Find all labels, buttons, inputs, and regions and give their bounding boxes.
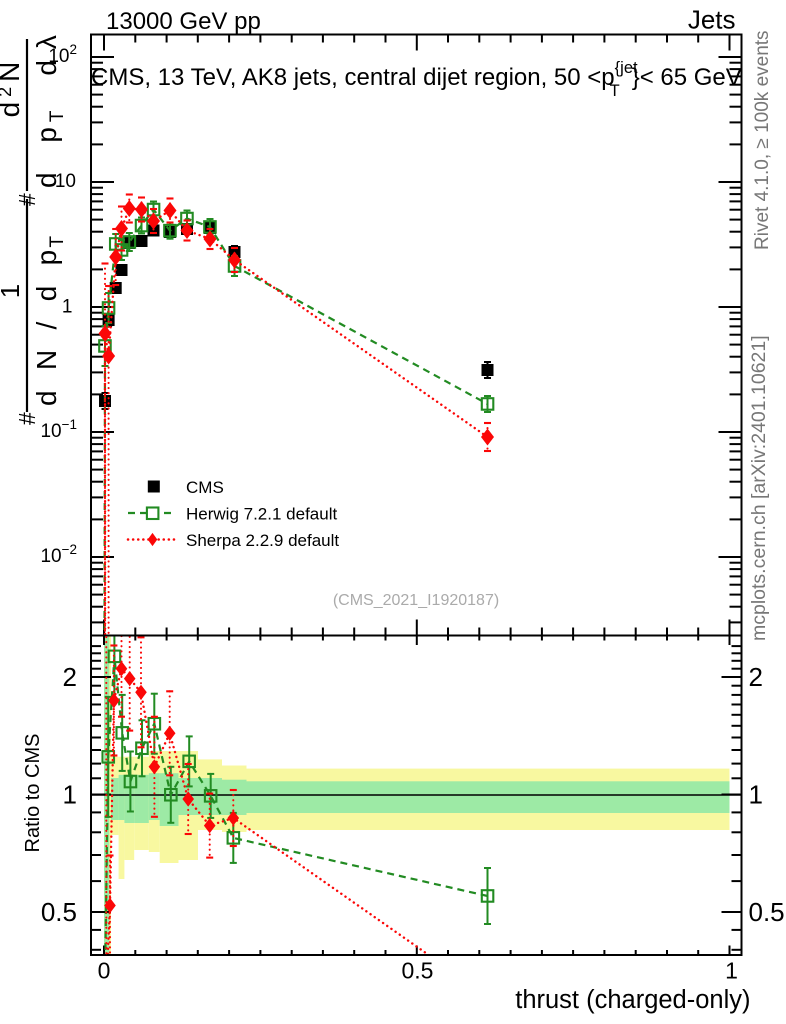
svg-text:Jets: Jets — [688, 5, 736, 35]
svg-text:13000 GeV pp: 13000 GeV pp — [106, 8, 261, 35]
svg-text:1: 1 — [63, 780, 77, 810]
svg-text:Herwig 7.2.1 default: Herwig 7.2.1 default — [186, 505, 337, 524]
svg-text:Sherpa 2.2.9 default: Sherpa 2.2.9 default — [186, 531, 339, 550]
svg-text:10: 10 — [55, 171, 76, 192]
svg-text:2: 2 — [749, 662, 763, 692]
svg-text:mcplots.cern.ch [arXiv:2401.10: mcplots.cern.ch [arXiv:2401.10621] — [748, 335, 770, 641]
svg-text:d N / d pT: d N / d pT — [31, 230, 68, 406]
svg-text:1: 1 — [749, 780, 763, 810]
svg-text:2: 2 — [63, 662, 77, 692]
svg-text:10−1: 10−1 — [40, 417, 77, 442]
svg-text:#: # — [14, 193, 40, 206]
svg-text:Rivet 4.1.0, ≥ 100k events: Rivet 4.1.0, ≥ 100k events — [752, 30, 773, 250]
svg-text:1: 1 — [62, 297, 73, 318]
svg-text:d2N: d2N — [0, 57, 25, 118]
svg-text:0.5: 0.5 — [402, 958, 434, 984]
svg-text:1: 1 — [0, 284, 25, 298]
svg-text:CMS: CMS — [186, 478, 224, 497]
svg-text:0.5: 0.5 — [749, 897, 785, 927]
svg-text:(CMS_2021_I1920187): (CMS_2021_I1920187) — [333, 592, 499, 609]
svg-text:10−2: 10−2 — [40, 542, 77, 567]
svg-text:CMS, 13 TeV, AK8 jets, central: CMS, 13 TeV, AK8 jets, central dijet reg… — [91, 59, 742, 100]
svg-text:1: 1 — [725, 958, 738, 984]
svg-text:0.5: 0.5 — [41, 897, 77, 927]
svg-text:Ratio to CMS: Ratio to CMS — [22, 734, 44, 853]
svg-text:0: 0 — [98, 958, 111, 984]
svg-text:thrust (charged-only): thrust (charged-only) — [515, 986, 750, 1014]
svg-text:#: # — [14, 412, 40, 425]
